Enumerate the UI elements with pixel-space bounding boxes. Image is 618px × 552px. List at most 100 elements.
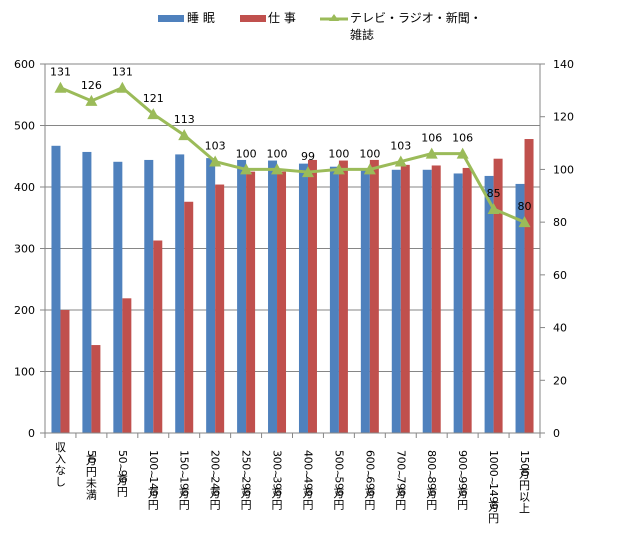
bar-sleep [144,159,154,433]
bar-sleep [175,154,185,433]
line-marker-triangle [271,163,284,175]
bar-sleep [82,151,92,433]
axes [40,63,545,438]
x-tick-label: 2 0 0 ~2 4 9万円 [208,450,222,512]
bar-work [246,171,256,433]
bar-work [153,240,163,433]
line-marker-triangle [363,163,376,175]
bar-work [493,158,503,433]
x-tick-label-text: 1 0 0 ~1 4 9万円 [146,450,160,512]
x-tick-label: 6 0 0 ~6 9 9万円 [362,450,376,512]
x-tick-label-text: 2 0 0 ~2 4 9万円 [208,450,222,512]
line-marker-triangle [240,163,253,175]
bar-sleep [360,168,370,434]
legend-marker-triangle [329,14,339,21]
x-tick-label-text: 1 5 0 0万円以上 [518,450,531,515]
x-tick-label: 7 0 0 ~7 9 9万円 [393,450,407,512]
x-tick-label-text: 1 5 0 ~1 9 9万円 [177,450,191,512]
bars [51,139,534,434]
bar-sleep [515,183,525,433]
line-marker-triangle [147,108,160,120]
bar-work [184,201,194,433]
line-series [54,81,531,228]
legend-item-sleep: 睡 眠 [158,11,215,25]
y-tick-label-right: 100 [553,163,574,176]
bar-sleep [51,145,61,434]
y-tick-label-left: 200 [14,304,35,317]
y-tick-label-right: 60 [553,269,567,282]
data-label: 99 [301,150,315,163]
y-tick-label-left: 0 [28,427,35,440]
bar-work [60,310,70,433]
bar-work [91,345,101,433]
data-label: 131 [50,66,71,79]
bar-sleep [391,169,401,433]
data-label: 113 [174,113,195,126]
y-tick-label-right: 0 [553,427,560,440]
legend-label: テレビ・ラジオ・新聞・ [350,10,482,25]
bar-work [307,159,317,433]
data-label: 100 [328,147,349,160]
data-label: 131 [112,66,133,79]
line-marker-triangle [209,155,222,167]
tick-labels: 0 100 200 300 400 500 600 0 20 40 60 80 100 120 140 収入な… [14,58,574,525]
bar-work [369,159,379,433]
x-tick-label-text: 収入なし [55,441,66,489]
x-tick-label-text: 1 0 0 0 ~1 4 9 9万円 [486,450,500,525]
x-tick-label-text: 4 0 0 ~4 9 9万円 [300,450,314,512]
y-tick-label-right: 140 [553,58,574,71]
line-marker-triangle [332,163,345,175]
bar-sleep [206,158,216,433]
bar-sleep [113,161,123,433]
y-tick-label-left: 400 [14,181,35,194]
line-marker-triangle [54,81,67,93]
legend-label-line2: 雑誌 [350,27,374,42]
x-tick-label-text: 7 0 0 ~7 9 9万円 [393,450,407,512]
data-label: 103 [390,140,411,153]
x-tick-label: 5 0 0 ~5 9 9万円 [331,450,345,512]
y-tick-label-left: 600 [14,58,35,71]
x-tick-label: 収入なし [55,441,66,489]
data-label: 106 [421,132,442,145]
x-tick-label-text: 5 0万円未満 [85,450,98,502]
line-marker-triangle [394,155,407,167]
line-marker-triangle [178,129,191,141]
bar-work [215,184,225,433]
y-tick-label-left: 500 [14,120,35,133]
x-tick-label: 4 0 0 ~4 9 9万円 [300,450,314,512]
bar-sleep [268,160,278,433]
bar-work [338,160,348,433]
bar-work [400,164,410,434]
x-tick-label: 8 0 0 ~8 9 9万円 [424,450,438,512]
bar-sleep [422,169,432,433]
line-marker-triangle [116,81,129,93]
data-labels: 131 126 131 121 113 103 100 100 99 100 100 103 106 10… [50,66,532,213]
data-label: 126 [81,79,102,92]
bar-work [122,298,132,433]
y-tick-label-left: 300 [14,243,35,256]
x-tick-label: 1 5 0 ~1 9 9万円 [177,450,191,512]
y-tick-label-right: 120 [553,111,574,124]
legend-item-tv-radio: テレビ・ラジオ・新聞・雑誌 [320,10,482,42]
line-marker-triangle [518,216,531,228]
y-tick-label-right: 40 [553,322,567,335]
y-tick-label-left: 100 [14,366,35,379]
legend-swatch [158,15,184,22]
line-marker-triangle [425,147,438,159]
x-tick-label: 3 0 0 ~3 9 9万円 [269,450,283,512]
bar-sleep [237,159,247,433]
x-tick-label: 2 5 0 ~2 9 9万円 [238,450,252,512]
bar-sleep [453,173,463,433]
data-label: 80 [518,200,532,213]
y-tick-label-right: 80 [553,216,567,229]
legend-label: 睡 眠 [187,11,215,25]
legend: 睡 眠 仕 事 テレビ・ラジオ・新聞・雑誌 [158,10,482,42]
x-tick-label-text: 2 5 0 ~2 9 9万円 [238,450,252,512]
data-label: 100 [236,147,257,160]
x-tick-label-text: 8 0 0 ~8 9 9万円 [424,450,438,512]
y-tick-label-right: 20 [553,374,567,387]
x-tick-label-text: 5 0 0 ~5 9 9万円 [331,450,345,512]
line-marker-triangle [487,202,500,214]
bar-sleep [298,163,308,433]
